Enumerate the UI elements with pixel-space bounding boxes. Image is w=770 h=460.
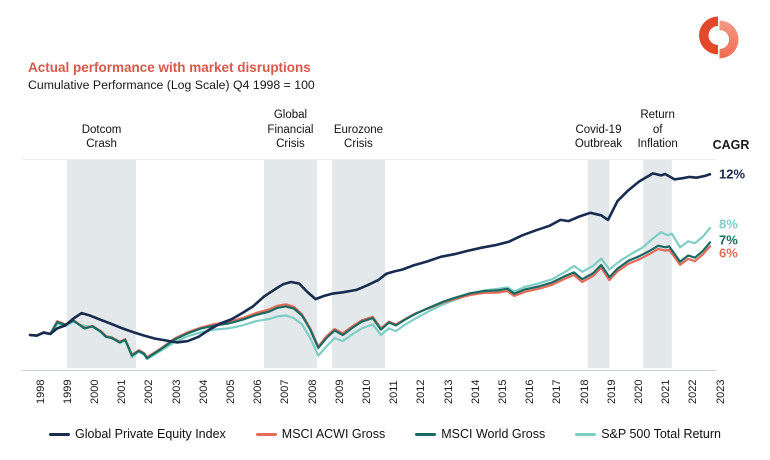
brand-donut-logo [699, 16, 739, 59]
legend-item: MSCI World Gross [415, 427, 545, 441]
x-axis-label: 2021 [660, 379, 673, 404]
x-axis-label: 2015 [496, 379, 509, 404]
legend-label: S&P 500 Total Return [601, 427, 721, 441]
disruption-band-label: Covid-19 Outbreak [574, 123, 623, 151]
x-axis-label: 2005 [224, 379, 237, 404]
x-axis-label: 2001 [116, 379, 129, 404]
cagr-column-header: CAGR [712, 138, 750, 152]
x-axis-label: 2000 [88, 379, 101, 404]
x-axis-label: 2020 [632, 379, 645, 404]
x-axis-label: 2018 [578, 379, 591, 404]
legend-line-marker [255, 432, 277, 436]
disruption-band-label: Return of Inflation [637, 108, 678, 151]
x-axis-label: 2019 [605, 379, 618, 404]
x-axis-label: 1998 [34, 379, 47, 404]
legend-item: S&P 500 Total Return [575, 427, 721, 441]
x-axis-label: 2022 [687, 379, 700, 404]
legend-line-marker [415, 432, 437, 436]
x-axis-label: 2006 [252, 379, 265, 404]
msci_world-cagr-value: 7% [719, 232, 738, 248]
legend-item: Global Private Equity Index [49, 427, 226, 441]
x-axis-label: 2002 [143, 379, 156, 404]
msci_acwi-cagr-value: 6% [719, 245, 738, 261]
gpe-cagr-value: 12% [719, 166, 746, 182]
sp500-cagr-value: 8% [719, 216, 738, 232]
legend-label: Global Private Equity Index [75, 427, 226, 441]
chart-legend: Global Private Equity Index MSCI ACWI Gro… [0, 427, 770, 441]
disruption-band [66, 159, 137, 368]
x-axis-label: 1999 [61, 379, 74, 404]
x-axis-label: 2013 [442, 379, 455, 404]
chart-subtitle: Cumulative Performance (Log Scale) Q4 19… [28, 78, 315, 92]
x-axis-label: 2011 [388, 380, 401, 404]
x-axis-label: 2017 [551, 379, 564, 404]
legend-line-marker [575, 432, 597, 436]
legend-label: MSCI World Gross [441, 427, 546, 441]
disruption-band [643, 159, 672, 368]
x-axis-label: 2007 [279, 379, 292, 404]
x-axis-label: 2012 [415, 379, 428, 404]
disruption-band-label: Dotcom Crash [81, 123, 122, 151]
x-axis-label: 2023 [714, 379, 727, 404]
x-axis-label: 2016 [524, 379, 537, 404]
disruption-band-label: Global Financial Crisis [267, 108, 314, 151]
x-axis-label: 2014 [469, 379, 482, 404]
legend-label: MSCI ACWI Gross [281, 427, 386, 441]
gpe-line [28, 172, 712, 344]
msci_world-line [28, 241, 712, 360]
disruption-band [587, 159, 610, 368]
x-axis-label: 2010 [360, 379, 373, 404]
disruption-band-label: Eurozone Crisis [333, 123, 384, 151]
x-axis-label: 2003 [170, 379, 183, 404]
disruption-band [331, 159, 385, 368]
x-axis-label: 2009 [333, 379, 346, 404]
logo-right-half [719, 20, 739, 59]
legend-item: MSCI ACWI Gross [255, 427, 386, 441]
chart-title: Actual performance with market disruptio… [28, 60, 311, 75]
x-axis-label: 2008 [306, 379, 319, 404]
x-axis-label: 2004 [197, 379, 210, 404]
legend-line-marker [49, 432, 70, 436]
logo-left-half [699, 16, 718, 55]
